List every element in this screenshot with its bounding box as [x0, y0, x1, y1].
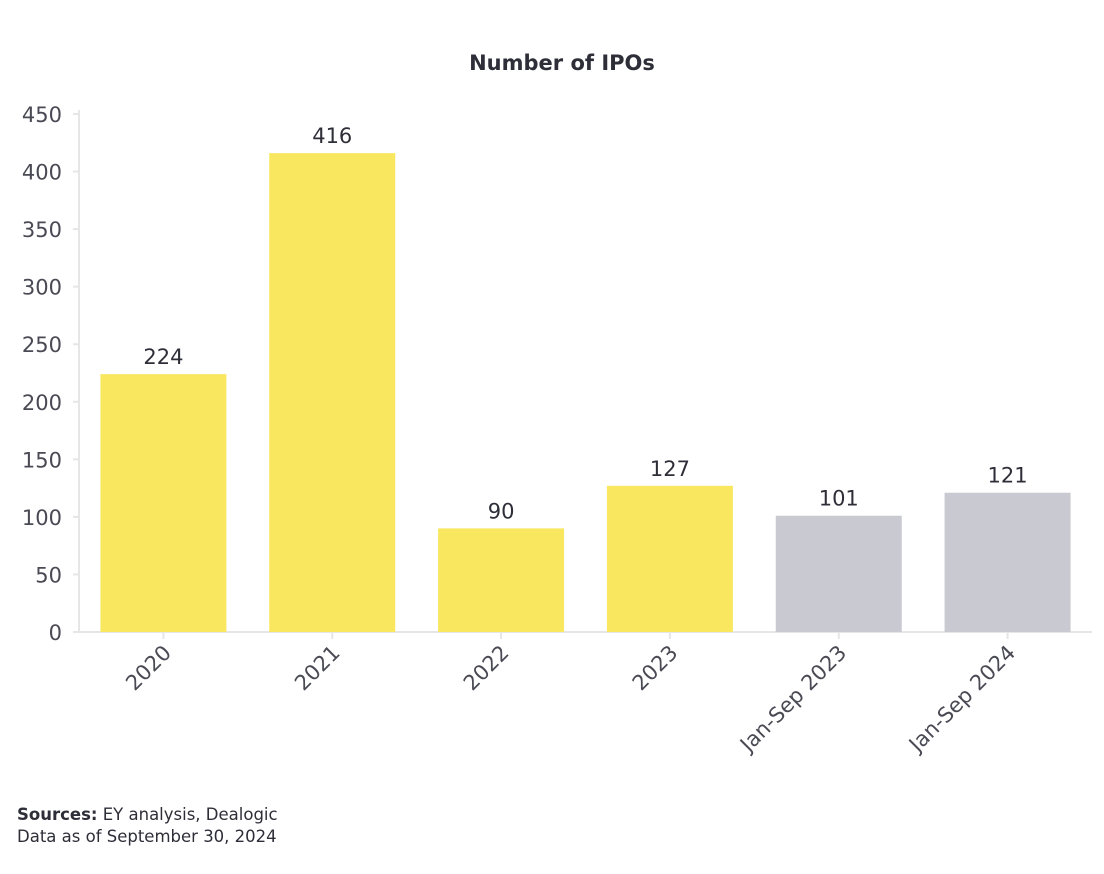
sources-line: Sources: EY analysis, Dealogic	[17, 804, 278, 826]
x-tick-label: 2022	[459, 641, 514, 696]
x-tick-label: 2021	[290, 641, 345, 696]
sources-text: EY analysis, Dealogic	[102, 805, 278, 824]
chart-title: Number of IPOs	[469, 51, 655, 75]
data-labels: 224 416 90 127 101 121	[143, 124, 1027, 523]
y-tick-label: 0	[49, 621, 62, 645]
bar-value-label: 224	[143, 345, 183, 369]
bar	[775, 515, 902, 632]
x-tick-label: 2020	[121, 641, 176, 696]
y-tick-label: 50	[35, 563, 62, 587]
bar-value-label: 90	[488, 499, 515, 523]
y-tick-label: 100	[22, 506, 62, 530]
bar	[100, 374, 227, 632]
x-tick-label: Jan-Sep 2023	[734, 641, 851, 758]
y-tick-label: 150	[22, 448, 62, 472]
x-axis: 2020 2021 2022 2023 Jan-Sep 2023 Jan-Sep 2024	[79, 631, 1092, 758]
bar	[269, 153, 396, 633]
bar-value-label: 127	[650, 457, 690, 481]
bar	[944, 492, 1071, 632]
y-tick-label: 400	[22, 161, 62, 185]
data-as-of-note: Data as of September 30, 2024	[17, 827, 277, 846]
bar	[438, 528, 565, 632]
bar	[606, 485, 733, 632]
sources-label: Sources:	[17, 805, 98, 824]
y-tick-label: 200	[22, 391, 62, 415]
y-axis: 0 50 100 150 200 250 300 350 400 450	[22, 103, 80, 645]
y-tick-label: 300	[22, 276, 62, 300]
bars	[100, 153, 1071, 633]
x-tick-label: Jan-Sep 2024	[903, 641, 1020, 758]
chart-footer: Sources: EY analysis, Dealogic Data as o…	[17, 804, 278, 848]
bar-value-label: 121	[988, 464, 1028, 488]
y-tick-label: 450	[22, 103, 62, 127]
y-tick-label: 250	[22, 333, 62, 357]
y-tick-label: 350	[22, 218, 62, 242]
bar-value-label: 416	[312, 124, 352, 148]
bar-value-label: 101	[819, 487, 859, 511]
x-tick-label: 2023	[628, 641, 683, 696]
